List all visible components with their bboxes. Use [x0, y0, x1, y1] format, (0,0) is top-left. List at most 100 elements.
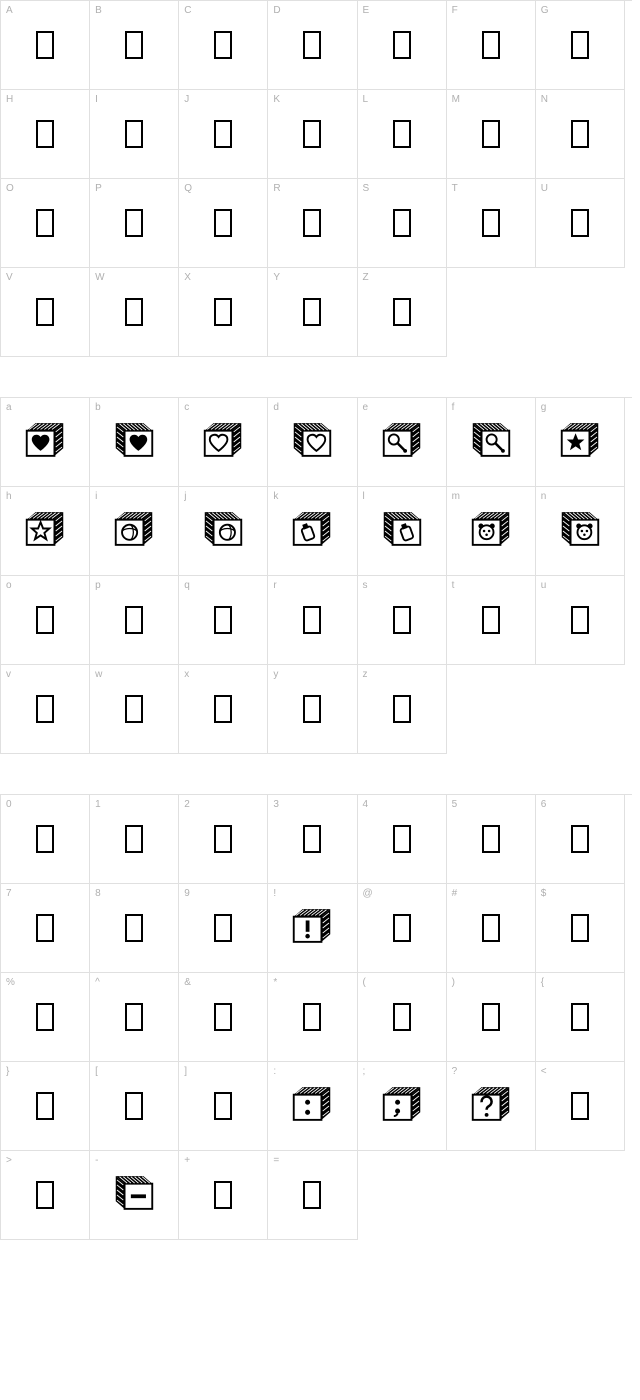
character-map: ABCDEFGHIJKLMNOPQRSTUVWXYZ abcdefghijklm… — [0, 0, 640, 1240]
glyph-cell: A — [1, 1, 90, 90]
glyph-cell: E — [358, 1, 447, 90]
heart-outline-glyph — [201, 421, 245, 464]
glyph-cell: K — [268, 90, 357, 179]
empty-glyph — [393, 1003, 411, 1031]
empty-glyph — [214, 298, 232, 326]
glyph-cell: } — [1, 1062, 90, 1151]
cell-label: k — [273, 491, 278, 502]
rattle-glyph — [380, 421, 424, 464]
glyph-cell: C — [179, 1, 268, 90]
cell-label: @ — [363, 888, 373, 899]
empty-glyph — [214, 695, 232, 723]
cell-label: c — [184, 402, 189, 413]
empty-glyph — [214, 209, 232, 237]
empty-glyph — [214, 1092, 232, 1120]
glyph-cell: ] — [179, 1062, 268, 1151]
cell-label: w — [95, 669, 102, 680]
empty-glyph — [571, 825, 589, 853]
glyph-cell: d — [268, 398, 357, 487]
glyph-cell: Z — [358, 268, 447, 357]
cell-label: f — [452, 402, 455, 413]
glyph-cell: r — [268, 576, 357, 665]
glyph-cell: h — [1, 487, 90, 576]
heart-solid-alt-glyph — [112, 421, 156, 464]
empty-glyph — [482, 31, 500, 59]
glyph-cell: G — [536, 1, 625, 90]
cell-label: ; — [363, 1066, 366, 1077]
cell-label: g — [541, 402, 547, 413]
star-solid-glyph — [558, 421, 602, 464]
cell-label: o — [6, 580, 12, 591]
bottle-glyph — [290, 510, 334, 553]
empty-glyph — [393, 31, 411, 59]
uppercase-section: ABCDEFGHIJKLMNOPQRSTUVWXYZ — [0, 0, 640, 357]
empty-glyph — [303, 209, 321, 237]
glyph-cell: e — [358, 398, 447, 487]
rattle-alt-glyph — [469, 421, 513, 464]
cell-label: n — [541, 491, 547, 502]
glyph-cell: $ — [536, 884, 625, 973]
empty-glyph — [214, 31, 232, 59]
cell-label: 9 — [184, 888, 190, 899]
glyph-cell: < — [536, 1062, 625, 1151]
empty-glyph — [36, 1181, 54, 1209]
cell-label: u — [541, 580, 547, 591]
empty-glyph — [482, 209, 500, 237]
glyph-cell: j — [179, 487, 268, 576]
heart-solid-glyph — [23, 421, 67, 464]
glyph-cell: c — [179, 398, 268, 487]
glyph-cell: v — [1, 665, 90, 754]
cell-label: A — [6, 5, 13, 16]
empty-glyph — [303, 606, 321, 634]
glyph-cell: O — [1, 179, 90, 268]
empty-glyph — [303, 695, 321, 723]
glyph-cell: Y — [268, 268, 357, 357]
cell-label: $ — [541, 888, 547, 899]
uppercase-grid: ABCDEFGHIJKLMNOPQRSTUVWXYZ — [0, 0, 632, 357]
empty-glyph — [125, 914, 143, 942]
glyph-cell: p — [90, 576, 179, 665]
dash-glyph — [112, 1174, 156, 1217]
glyph-cell: k — [268, 487, 357, 576]
cell-label: M — [452, 94, 460, 105]
cell-label: q — [184, 580, 190, 591]
cell-label: 8 — [95, 888, 101, 899]
empty-glyph — [125, 825, 143, 853]
empty-glyph — [303, 1003, 321, 1031]
glyph-cell: 6 — [536, 795, 625, 884]
ball-glyph — [112, 510, 156, 553]
glyph-cell: n — [536, 487, 625, 576]
cell-label: 6 — [541, 799, 547, 810]
glyph-cell: 0 — [1, 795, 90, 884]
glyph-cell: y — [268, 665, 357, 754]
empty-glyph — [393, 695, 411, 723]
glyph-cell: R — [268, 179, 357, 268]
glyph-cell: q — [179, 576, 268, 665]
semicolon-glyph — [380, 1085, 424, 1128]
glyph-cell: m — [447, 487, 536, 576]
cell-label: D — [273, 5, 280, 16]
empty-glyph — [571, 120, 589, 148]
empty-glyph — [214, 606, 232, 634]
glyph-cell: t — [447, 576, 536, 665]
glyph-cell: x — [179, 665, 268, 754]
cell-label: Y — [273, 272, 280, 283]
cell-label: ( — [363, 977, 366, 988]
cell-label: { — [541, 977, 544, 988]
glyph-cell: l — [358, 487, 447, 576]
bottle-alt-glyph — [380, 510, 424, 553]
glyph-cell: ^ — [90, 973, 179, 1062]
empty-glyph — [571, 31, 589, 59]
cell-label: ) — [452, 977, 455, 988]
cell-label: Q — [184, 183, 192, 194]
empty-glyph — [482, 825, 500, 853]
cell-label: m — [452, 491, 460, 502]
empty-glyph — [303, 31, 321, 59]
glyph-cell: ? — [447, 1062, 536, 1151]
glyph-cell: W — [90, 268, 179, 357]
empty-glyph — [125, 120, 143, 148]
empty-glyph — [393, 209, 411, 237]
cell-label: # — [452, 888, 458, 899]
glyph-cell: g — [536, 398, 625, 487]
glyph-cell: z — [358, 665, 447, 754]
